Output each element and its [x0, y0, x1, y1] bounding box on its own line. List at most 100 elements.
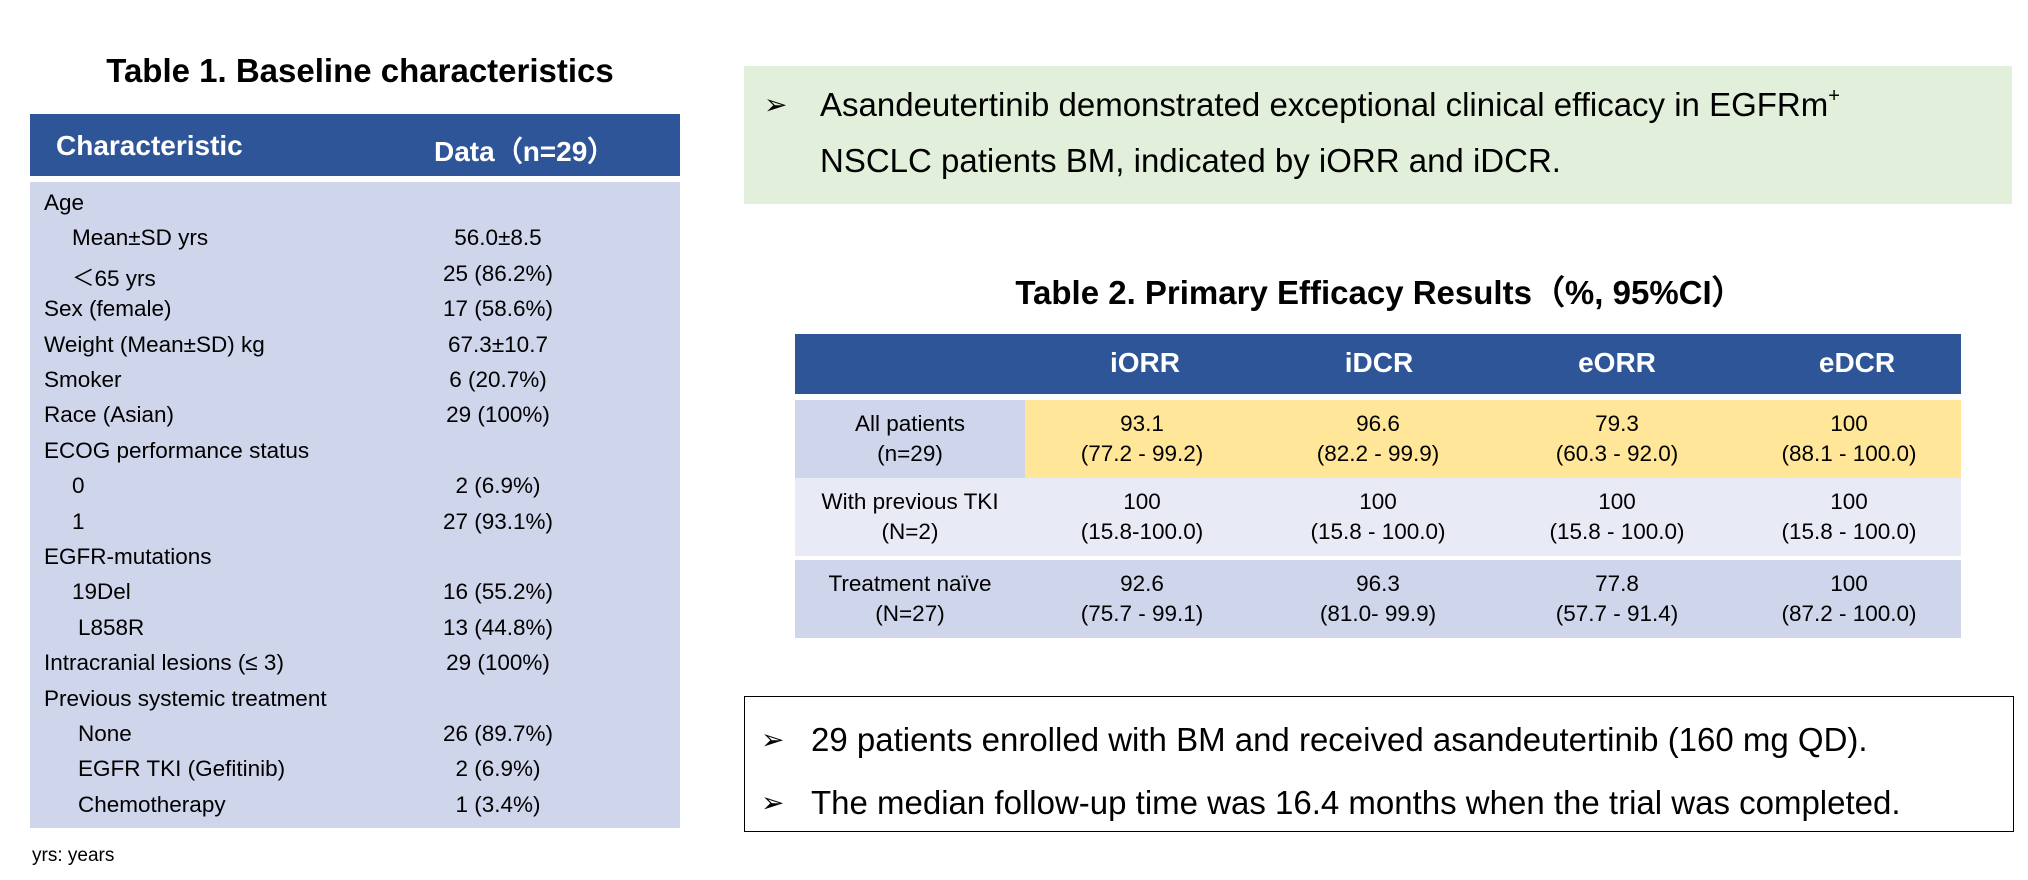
table1-row: L858R 13 (44.8%)	[30, 611, 680, 646]
table1-title: Table 1. Baseline characteristics	[106, 52, 614, 89]
table2-cell: 77.8 (57.7 - 91.4)	[1497, 560, 1737, 638]
table1-row-value: 1 (3.4%)	[455, 791, 541, 817]
table1-header-data: Data（n=29）	[434, 136, 616, 167]
table1-row: EGFR TKI (Gefitinib) 2 (6.9%)	[30, 752, 680, 787]
table2-header-idcr: iDCR	[1344, 347, 1414, 378]
table2-header-row: iORR iDCR eORR eDCR	[795, 334, 1961, 394]
table1-row-label: EGFR TKI (Gefitinib)	[78, 756, 286, 782]
highlight-band	[1025, 400, 1961, 478]
table1-row-value: 27 (93.1%)	[442, 508, 554, 534]
arrow-bullet-icon: ➢	[761, 787, 785, 818]
table1-header-row: Characteristic Data（n=29）	[30, 114, 680, 176]
cell-ci: (87.2 - 100.0)	[1781, 601, 1917, 626]
table1-row-label: 1	[72, 508, 85, 534]
table1-row: Sex (female) 17 (58.6%)	[30, 292, 680, 327]
table2-header-eorr: eORR	[1578, 347, 1656, 378]
table1-row: Weight (Mean±SD) kg 67.3±10.7	[30, 328, 680, 363]
table1-row-label: None	[78, 721, 132, 746]
cell-ci: (57.7 - 91.4)	[1555, 601, 1679, 626]
table1-row: ECOG performance status	[30, 434, 680, 469]
group-count: (N=27)	[875, 601, 945, 626]
arrow-bullet-icon: ➢	[764, 89, 788, 120]
cell-value: 100	[1359, 489, 1397, 514]
cell-ci: (75.7 - 99.1)	[1080, 601, 1204, 626]
table2-row: With previous TKI (N=2) 100 (15.8-100.0) 100…	[795, 478, 1961, 556]
table2-cell: 92.6 (75.7 - 99.1)	[1025, 560, 1259, 638]
table1-row-label: Previous systemic treatment	[44, 685, 327, 711]
table1-row-label: Sex (female)	[44, 296, 172, 322]
callout-line-1: Asandeutertinib demonstrated exceptional…	[820, 85, 1840, 123]
cell-ci: (82.2 - 99.9)	[1316, 441, 1440, 466]
cell-value: 77.8	[1595, 571, 1639, 596]
table1-row: ＜65 yrs 25 (86.2%)	[30, 257, 680, 292]
table1-row-value: 29 (100%)	[446, 650, 550, 676]
study-notes-box: ➢ 29 patients enrolled with BM and recei…	[744, 696, 2014, 832]
table1-row-label: Chemotherapy	[78, 791, 226, 817]
table1-row-label: Smoker	[44, 367, 122, 392]
table2-cell: 100 (15.8 - 100.0)	[1259, 478, 1497, 556]
cell-value: 93.1	[1120, 411, 1164, 436]
cell-ci: (60.3 - 92.0)	[1555, 441, 1679, 466]
cell-value: 100	[1830, 571, 1868, 596]
table1-row: 0 2 (6.9%)	[30, 469, 680, 504]
table1-row-value: 16 (55.2%)	[442, 579, 554, 605]
cell-value: 96.3	[1356, 571, 1400, 596]
cell-value: 79.3	[1595, 411, 1639, 436]
table1-row-label: ＜65 yrs	[72, 265, 156, 291]
table1-row-label: Mean±SD yrs	[72, 225, 209, 251]
cell-ci: (77.2 - 99.2)	[1080, 441, 1204, 466]
table1-row-value: 2 (6.9%)	[455, 756, 541, 782]
table2-row-group: Treatment naïve (N=27)	[795, 560, 1025, 638]
table1-row-value: 17 (58.6%)	[442, 296, 554, 322]
cell-ci: (81.0- 99.9)	[1319, 601, 1437, 626]
table1-row-value: 26 (89.7%)	[442, 721, 554, 746]
cell-value: 92.6	[1120, 571, 1164, 596]
superscript-plus: +	[1828, 85, 1840, 107]
callout-line-2: NSCLC patients BM, indicated by iORR and…	[820, 142, 1561, 179]
cell-ci: (15.8-100.0)	[1080, 519, 1204, 544]
group-name: With previous TKI	[821, 489, 999, 514]
table1-row-label: Intracranial lesions (≤ 3)	[44, 650, 284, 676]
table1-row-label: Age	[44, 190, 85, 215]
table1-row-label: L858R	[78, 614, 145, 640]
table1-row: 1 27 (93.1%)	[30, 505, 680, 540]
table1-row: Previous systemic treatment	[30, 682, 680, 717]
cell-value: 96.6	[1356, 411, 1400, 436]
table2-cell: 79.3 (60.3 - 92.0)	[1497, 400, 1737, 478]
table1-row: None 26 (89.7%)	[30, 717, 680, 752]
table1-row: Intracranial lesions (≤ 3) 29 (100%)	[30, 646, 680, 681]
table2-row: Treatment naïve (N=27) 92.6 (75.7 - 99.1) 96…	[795, 560, 1961, 638]
table2-cell: 93.1 (77.2 - 99.2)	[1025, 400, 1259, 478]
efficacy-callout: ➢ Asandeutertinib demonstrated exception…	[744, 66, 2012, 204]
table1-row-value: 25 (86.2%)	[442, 260, 554, 286]
table1-row-label: ECOG performance status	[44, 437, 310, 463]
table1-row: Smoker 6 (20.7%)	[30, 363, 680, 398]
table1-row: Race (Asian) 29 (100%)	[30, 398, 680, 433]
cell-value: 100	[1830, 489, 1868, 514]
table1-row: 19Del 16 (55.2%)	[30, 575, 680, 610]
table1-row: Mean±SD yrs 56.0±8.5	[30, 221, 680, 256]
note-item: The median follow-up time was 16.4 month…	[811, 784, 1901, 821]
table2-cell: 100 (15.8-100.0)	[1025, 478, 1259, 556]
table1-row-label: EGFR-mutations	[44, 544, 212, 569]
table2-row: All patients (n=29) 93.1 (77.2 - 99.2) 96.6 (…	[795, 400, 1961, 478]
table2-row-group: With previous TKI (N=2)	[795, 478, 1025, 556]
table1-row-value: 29 (100%)	[446, 402, 550, 428]
table2-header-iorr: iORR	[1110, 347, 1180, 378]
table1-row: Chemotherapy 1 (3.4%)	[30, 788, 680, 823]
group-count: (N=2)	[881, 519, 939, 544]
table1-row-value: 56.0±8.5	[454, 225, 542, 251]
table2-header-edcr: eDCR	[1818, 347, 1896, 378]
table2-cell: 100 (15.8 - 100.0)	[1737, 478, 1961, 556]
table2-cell: 96.3 (81.0- 99.9)	[1259, 560, 1497, 638]
cell-ci: (88.1 - 100.0)	[1781, 441, 1917, 466]
table2-title: Table 2. Primary Efficacy Results（%, 95%…	[1015, 274, 1745, 311]
table1-row-value: 13 (44.8%)	[442, 614, 554, 640]
table1-body: Age Mean±SD yrs 56.0±8.5 ＜65 yrs 25 (86.2%) S…	[30, 182, 680, 828]
table2-cell: 100 (88.1 - 100.0)	[1737, 400, 1961, 478]
cell-value: 100	[1598, 489, 1636, 514]
table1-row-value: 6 (20.7%)	[449, 367, 547, 392]
table1-footnote: yrs: years	[32, 845, 115, 866]
table1-row: Age	[30, 186, 680, 221]
table1-row-label: Weight (Mean±SD) kg	[44, 331, 265, 357]
